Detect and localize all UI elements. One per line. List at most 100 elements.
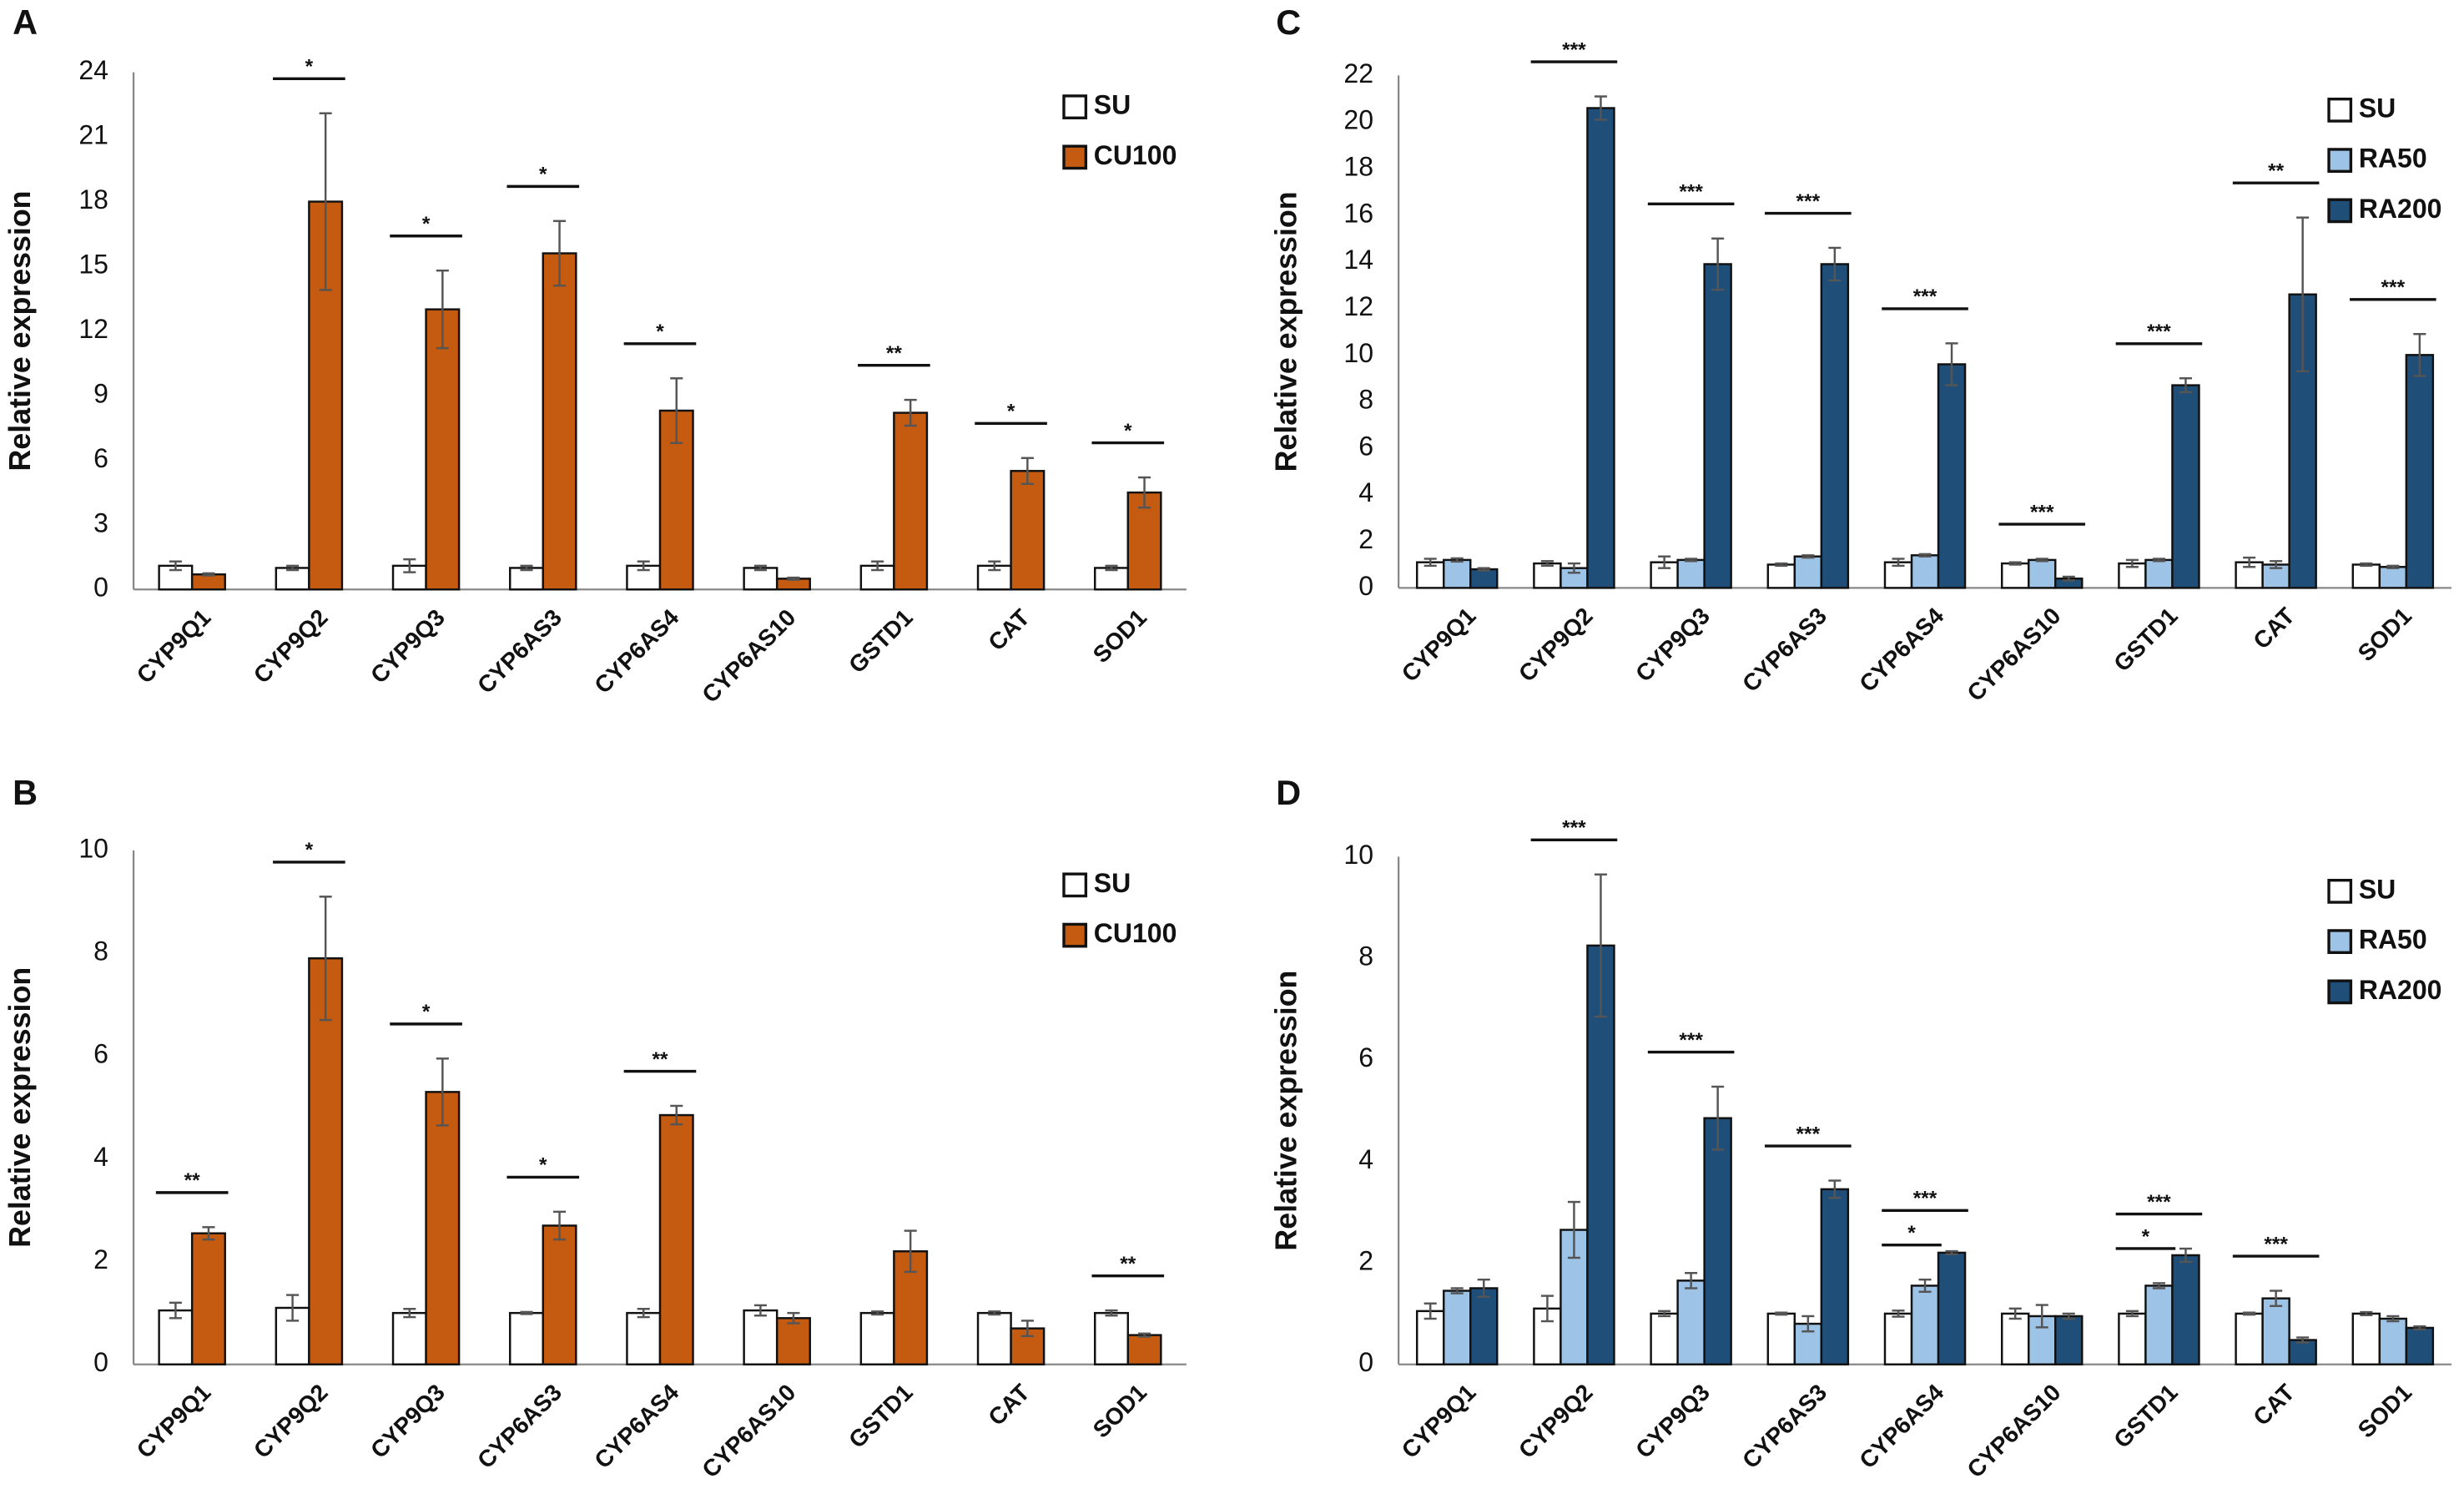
bar — [542, 1224, 577, 1365]
bar — [1533, 562, 1562, 589]
error-bar — [169, 560, 182, 572]
error-bar — [637, 1307, 650, 1319]
x-tick-label: CYP9Q3 — [365, 1379, 450, 1463]
significance-label: * — [1124, 420, 1132, 442]
y-tick-label: 10 — [78, 833, 108, 863]
legend-label: RA200 — [2359, 194, 2442, 224]
bar — [1820, 263, 1850, 589]
error-bar — [2125, 558, 2139, 568]
error-bar — [1775, 1311, 1788, 1316]
bar — [1442, 1290, 1472, 1365]
significance-label: * — [539, 164, 547, 186]
bar — [1676, 558, 1706, 589]
bar — [190, 573, 226, 591]
bar — [2351, 563, 2381, 589]
error-bar — [1540, 1295, 1554, 1323]
y-tick-label: 8 — [1358, 941, 1373, 972]
y-tick-label: 12 — [78, 314, 108, 344]
significance-label: * — [305, 56, 314, 78]
error-bar — [2152, 1282, 2165, 1290]
x-tick-label: GSTD1 — [844, 603, 918, 678]
error-bar — [2243, 556, 2256, 568]
error-bar — [1450, 557, 1464, 563]
error-bar — [1450, 1287, 1464, 1295]
x-tick-label: SOD1 — [2352, 602, 2416, 666]
bar — [509, 1311, 545, 1365]
significance-label: ** — [2268, 160, 2285, 183]
legend-label: RA50 — [2359, 925, 2427, 955]
bar — [743, 1309, 779, 1365]
bar — [1910, 554, 1940, 589]
error-bar — [2008, 561, 2022, 566]
error-bar — [637, 560, 650, 572]
legend-label: SU — [1094, 868, 1131, 898]
x-tick-label: CYP9Q1 — [1396, 602, 1480, 686]
x-tick-label: CYP6AS4 — [589, 1379, 684, 1474]
error-bar — [286, 1294, 300, 1322]
error-bar — [1801, 554, 1815, 559]
error-bar — [1594, 95, 1607, 121]
error-bar — [2386, 564, 2400, 569]
bar — [1676, 1279, 1706, 1365]
y-tick-label: 6 — [93, 1039, 108, 1069]
x-tick-label: GSTD1 — [2109, 1379, 2183, 1453]
y-tick-label: 8 — [1358, 385, 1373, 415]
bar — [2171, 1254, 2200, 1365]
bar — [1703, 1117, 1732, 1365]
y-axis-label: Relative expression — [3, 190, 37, 471]
bar — [2405, 354, 2435, 589]
y-tick-label: 6 — [1358, 431, 1373, 461]
error-bar — [436, 269, 449, 350]
bar — [1703, 263, 1732, 589]
legend-label: RA50 — [2359, 144, 2427, 174]
y-tick-label: 4 — [1358, 477, 1373, 507]
x-tick-label: GSTD1 — [844, 1379, 918, 1453]
significance-label: * — [422, 213, 431, 235]
error-bar — [2035, 558, 2048, 563]
y-tick-label: 9 — [93, 378, 108, 408]
x-tick-label: CYP9Q2 — [1513, 602, 1597, 686]
x-tick-label: CYP6AS3 — [1737, 602, 1832, 697]
error-bar — [904, 398, 917, 427]
error-bar — [1138, 1332, 1151, 1338]
bar — [1469, 568, 1499, 589]
significance-label: ** — [652, 1048, 668, 1071]
error-bar — [1105, 1309, 1118, 1317]
error-bar — [904, 1229, 917, 1274]
error-bar — [2360, 1310, 2373, 1316]
error-bar — [1138, 476, 1151, 509]
error-bar — [2062, 1312, 2075, 1320]
error-bar — [1423, 558, 1437, 568]
bar — [391, 1311, 427, 1365]
panel-label: B — [13, 773, 38, 812]
error-bar — [753, 1304, 767, 1317]
error-bar — [1477, 1278, 1490, 1299]
x-tick-label: CYP9Q3 — [1630, 1379, 1715, 1463]
significance-label: * — [422, 1001, 431, 1023]
x-tick-label: CYP9Q3 — [1630, 602, 1715, 686]
x-tick-label: SOD1 — [1087, 1379, 1151, 1443]
error-bar — [2413, 1325, 2426, 1330]
error-bar — [1945, 1249, 1958, 1255]
error-bar — [2296, 1336, 2310, 1344]
legend-swatch — [1062, 872, 1088, 898]
error-bar — [169, 1301, 182, 1320]
bar — [1883, 1312, 1913, 1365]
error-bar — [670, 377, 683, 444]
error-bar — [753, 564, 767, 572]
y-tick-label: 6 — [93, 443, 108, 473]
legend-swatch — [2327, 148, 2353, 174]
y-tick-label: 24 — [78, 55, 108, 85]
y-tick-label: 14 — [1343, 245, 1373, 275]
bar — [2378, 566, 2408, 589]
bar — [2351, 1312, 2381, 1365]
legend-label: CU100 — [1094, 140, 1177, 170]
error-bar — [871, 1310, 884, 1316]
significance-label: *** — [1679, 181, 1703, 204]
bar — [2171, 384, 2200, 589]
y-axis-label: Relative expression — [1270, 971, 1303, 1251]
bar — [1650, 561, 1679, 589]
error-bar — [2386, 1315, 2400, 1323]
error-bar — [1020, 1320, 1034, 1338]
y-tick-label: 0 — [93, 573, 108, 603]
